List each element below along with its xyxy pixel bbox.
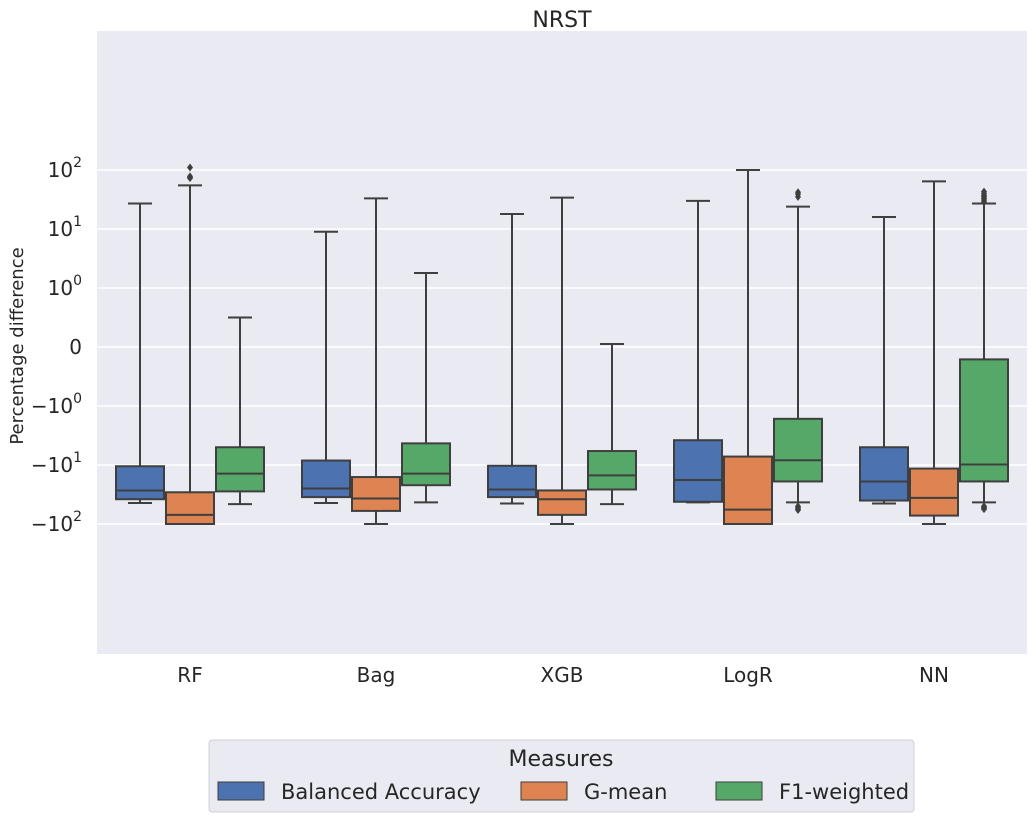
box-body xyxy=(115,465,165,501)
legend-swatch xyxy=(715,781,763,801)
boxes xyxy=(115,163,1009,526)
box-body xyxy=(673,439,723,503)
x-tick-label: XGB xyxy=(541,663,584,687)
legend-title: Measures xyxy=(509,747,614,772)
box xyxy=(351,197,401,525)
y-tick-labels: 102 101 100 0 −100 −101 −102 xyxy=(31,155,82,536)
box-body xyxy=(401,442,451,487)
outlier-point xyxy=(795,188,801,197)
box xyxy=(773,188,823,515)
box xyxy=(401,271,451,504)
box xyxy=(723,169,773,525)
x-tick-label: LogR xyxy=(723,663,773,687)
y-tick-label: 100 xyxy=(48,273,82,300)
y-tick-label: −102 xyxy=(31,509,82,536)
y-tick-label: 0 xyxy=(69,335,82,359)
legend-swatch xyxy=(520,781,568,801)
box-body xyxy=(773,417,823,483)
x-tick-label: RF xyxy=(177,663,202,687)
box xyxy=(859,215,909,505)
box xyxy=(587,343,637,506)
x-tick-labels: RF Bag XGB LogR NN xyxy=(177,663,949,687)
x-tick-label: Bag xyxy=(357,663,396,687)
box xyxy=(673,199,723,504)
y-tick-label: −100 xyxy=(31,391,82,418)
outlier-point xyxy=(187,163,193,172)
y-axis-label: Percentage difference xyxy=(7,247,28,444)
box-body xyxy=(537,489,587,516)
y-tick-label: 101 xyxy=(48,214,82,241)
box xyxy=(301,230,351,504)
legend: Measures Balanced Accuracy G-mean F1-weigh… xyxy=(208,739,915,813)
box xyxy=(165,163,215,526)
box-body xyxy=(215,446,265,493)
outlier-point xyxy=(981,187,987,196)
y-tick-label: 102 xyxy=(48,155,82,182)
legend-label: Balanced Accuracy xyxy=(281,780,481,804)
box xyxy=(487,212,537,505)
box xyxy=(909,180,959,525)
legend-item: G-mean xyxy=(520,780,667,804)
legend-items: Balanced Accuracy G-mean F1-weighted xyxy=(217,780,909,804)
box-body xyxy=(301,459,351,499)
box-body xyxy=(909,467,959,517)
legend-label: F1-weighted xyxy=(779,780,909,804)
legend-item: Balanced Accuracy xyxy=(217,780,481,804)
legend-item: F1-weighted xyxy=(715,780,909,804)
box-body xyxy=(859,446,909,502)
box-body xyxy=(587,450,637,491)
chart-title: NRST xyxy=(532,8,592,33)
box-body xyxy=(959,358,1009,483)
outlier-point xyxy=(187,174,193,183)
box-body xyxy=(487,464,537,499)
x-tick-label: NN xyxy=(919,663,949,687)
box-body xyxy=(723,455,773,525)
y-tick-label: −101 xyxy=(31,450,82,477)
box xyxy=(959,187,1009,514)
outlier-point xyxy=(795,506,801,515)
outlier-point xyxy=(981,505,987,514)
legend-swatch xyxy=(217,781,265,801)
legend-label: G-mean xyxy=(584,780,667,804)
box xyxy=(215,316,265,506)
box-body xyxy=(351,476,401,512)
box-body xyxy=(165,491,215,526)
box xyxy=(537,196,587,525)
box xyxy=(115,202,165,504)
